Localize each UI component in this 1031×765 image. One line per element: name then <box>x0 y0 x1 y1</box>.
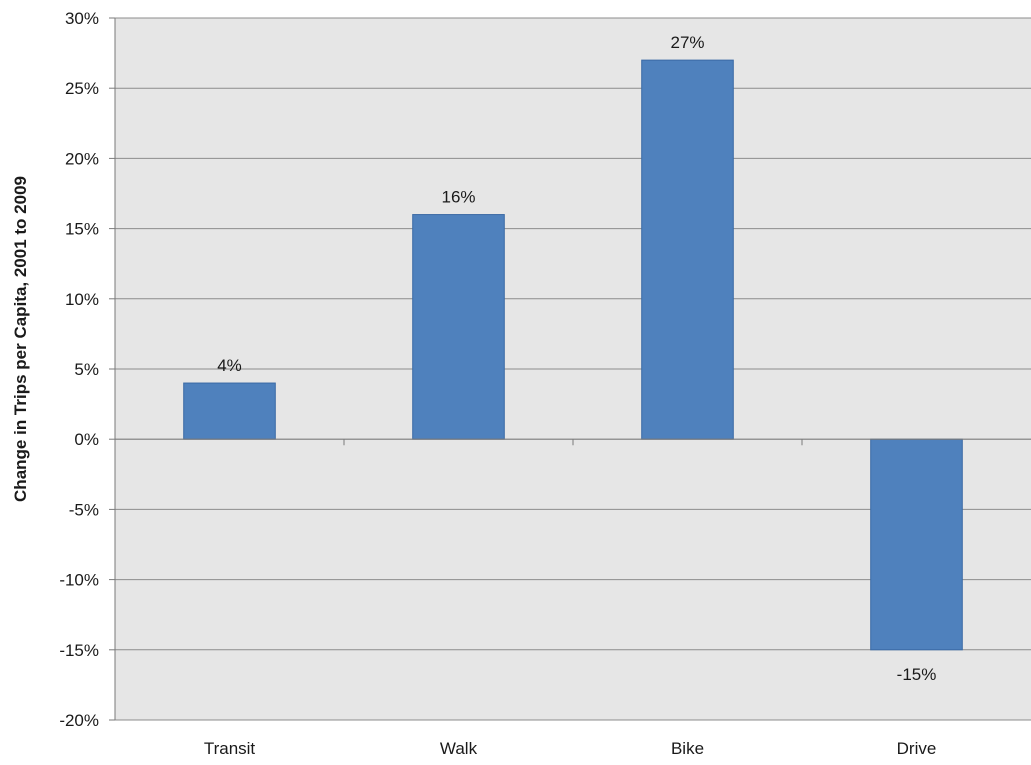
y-tick-label: -20% <box>59 711 99 730</box>
x-tick-label-drive: Drive <box>897 739 937 758</box>
y-tick-label: -15% <box>59 641 99 660</box>
y-tick-label: 5% <box>74 360 99 379</box>
bar-bike <box>641 59 734 440</box>
axes <box>109 17 1031 721</box>
y-tick-label: -5% <box>69 500 99 519</box>
y-tick-label: 10% <box>65 290 99 309</box>
bar-transit <box>183 382 276 440</box>
data-labels: 4% 16% 27% -15% <box>217 33 936 684</box>
y-tick-label: 15% <box>65 220 99 239</box>
data-label-drive: -15% <box>897 665 937 684</box>
x-tick-label-transit: Transit <box>204 739 256 758</box>
y-axis-title: Change in Trips per Capita, 2001 to 2009 <box>11 176 30 502</box>
x-tick-labels: Transit Walk Bike Drive <box>204 739 937 758</box>
y-tick-label: 0% <box>74 430 99 449</box>
bar-walk <box>412 214 505 440</box>
bar-drive <box>870 438 963 651</box>
bars <box>183 59 963 651</box>
data-label-transit: 4% <box>217 356 242 375</box>
x-tick-label-bike: Bike <box>671 739 704 758</box>
y-tick-label: 30% <box>65 9 99 28</box>
y-tick-labels: 30% 25% 20% 15% 10% 5% 0% -5% -10% -15% -20% <box>59 9 99 730</box>
y-tick-label: 25% <box>65 79 99 98</box>
y-tick-label: -10% <box>59 571 99 590</box>
data-label-walk: 16% <box>441 188 475 207</box>
data-label-bike: 27% <box>670 33 704 52</box>
y-tick-label: 20% <box>65 149 99 168</box>
x-tick-label-walk: Walk <box>440 739 478 758</box>
